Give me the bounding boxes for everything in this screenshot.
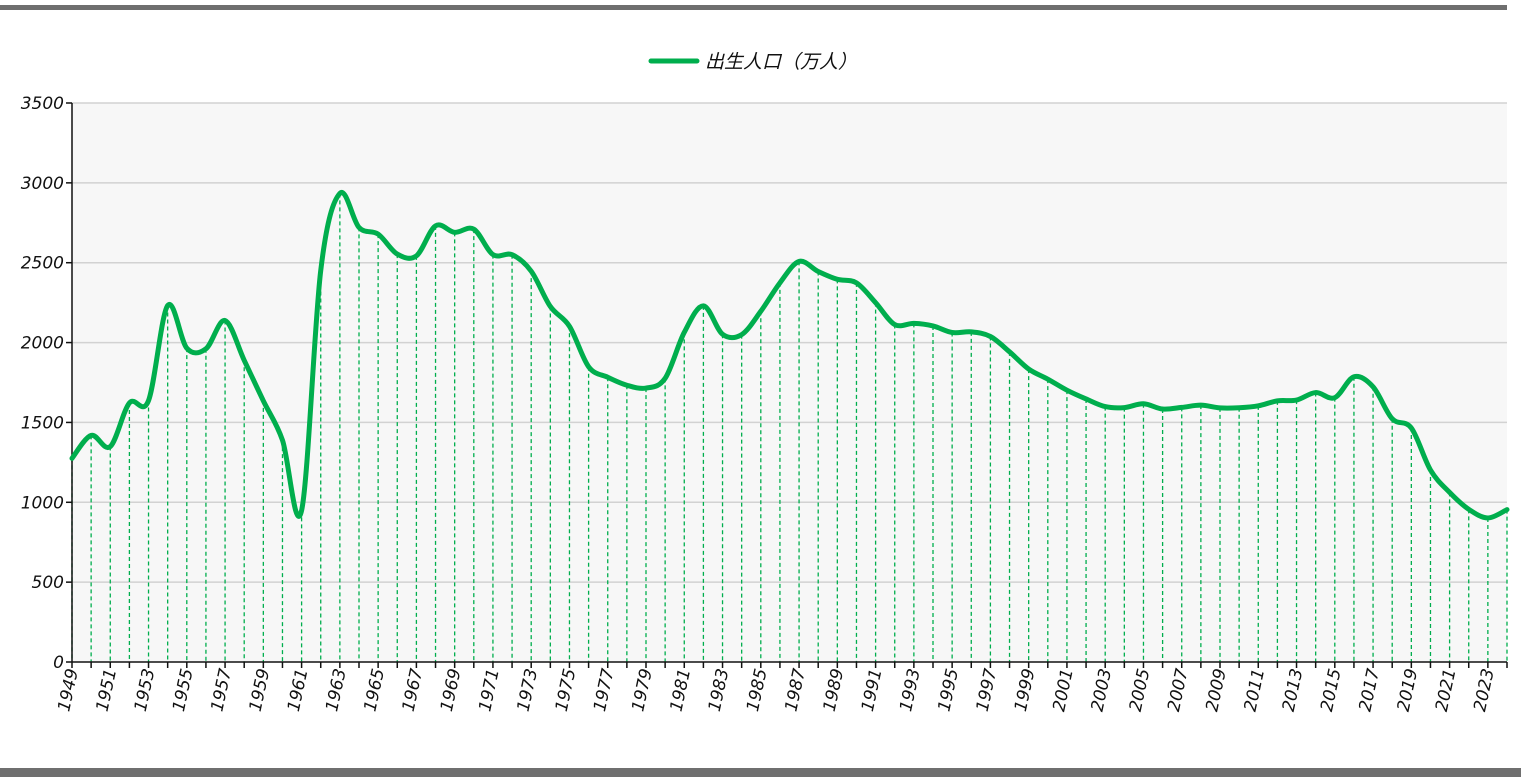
y-tick-label: 3000 (21, 174, 64, 194)
x-tick-label: 1975 (552, 667, 581, 713)
x-tick-label: 1967 (399, 667, 428, 714)
x-tick-label: 2003 (1088, 667, 1117, 713)
legend[interactable]: 出生人口（万人） (648, 51, 857, 73)
x-tick-label: 2009 (1202, 667, 1231, 713)
x-tick-label: 2017 (1355, 667, 1384, 714)
x-tick-label: 1951 (93, 667, 122, 713)
x-tick-label: 2005 (1126, 667, 1155, 713)
y-tick-label: 2000 (21, 334, 64, 354)
drop-lines (71, 193, 1508, 662)
x-tick-label: 1963 (322, 667, 351, 713)
x-tick-label: 1983 (705, 667, 734, 713)
series-line (69, 190, 1510, 521)
bottom-border (0, 768, 1521, 777)
x-tick-label: 1971 (475, 667, 504, 713)
x-tick-label: 1993 (896, 667, 925, 713)
y-tick-label: 0 (53, 653, 64, 673)
x-tick-label: 1957 (207, 667, 236, 714)
x-tick-label: 2021 (1432, 667, 1461, 713)
x-tick-label: 1989 (820, 667, 849, 713)
x-tick-label: 2019 (1394, 667, 1423, 713)
grid-lines (72, 102, 1507, 583)
top-border (0, 5, 1507, 10)
y-tick-label: 2500 (21, 254, 64, 274)
x-tick-label: 1953 (131, 667, 160, 713)
x-tick-label: 1995 (934, 667, 963, 713)
x-tick-label: 1961 (284, 667, 313, 713)
legend-label: 出生人口（万人） (705, 51, 857, 73)
x-tick-label: 1999 (1011, 667, 1040, 713)
x-tick-label: 1959 (246, 667, 275, 713)
plot-background (72, 103, 1507, 662)
x-tick-label: 2013 (1279, 667, 1308, 713)
x-tick-label: 1987 (781, 667, 810, 714)
x-tick-label: 1979 (628, 667, 657, 713)
x-tick-label: 1991 (858, 667, 887, 713)
x-tick-label: 1949 (54, 667, 83, 713)
x-tick-label: 2011 (1241, 667, 1270, 713)
y-tick-label: 500 (32, 573, 64, 593)
x-tick-label: 1981 (667, 667, 696, 713)
x-tick-label: 1965 (360, 667, 389, 713)
x-tick-label: 1969 (437, 667, 466, 713)
x-tick-label: 2023 (1470, 667, 1499, 713)
x-tick-label: 2015 (1317, 667, 1346, 713)
x-tick-label: 1973 (514, 667, 543, 713)
x-tick-label: 2007 (1164, 667, 1193, 714)
y-tick-label: 3500 (21, 94, 64, 114)
x-tick-labels: 1949 1951 1953 1955 1957 1959 1961 1963 1965 1967… (54, 667, 1498, 714)
y-tick-label: 1500 (21, 413, 64, 433)
x-tick-label: 1977 (590, 667, 619, 714)
x-tick-label: 1955 (169, 667, 198, 713)
x-tick-label: 1985 (743, 667, 772, 713)
y-tick-labels: 0 500 1000 1500 2000 2500 3000 3500 (21, 94, 64, 673)
x-tick-label: 1997 (973, 667, 1002, 714)
y-tick-label: 1000 (21, 493, 64, 513)
x-tick-label: 2001 (1049, 667, 1078, 713)
axes (66, 102, 1508, 668)
